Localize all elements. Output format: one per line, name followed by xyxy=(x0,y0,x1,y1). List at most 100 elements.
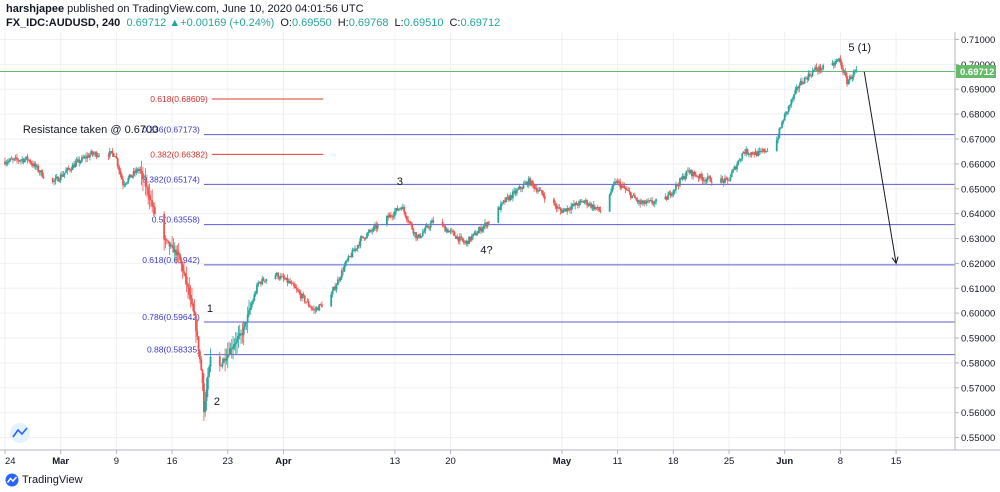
candle-body xyxy=(680,178,683,180)
tradingview-brand[interactable]: TradingView xyxy=(22,474,83,486)
candle-body xyxy=(474,232,477,236)
candle-body xyxy=(655,199,657,202)
candle-body xyxy=(673,189,676,191)
candle-body xyxy=(786,111,789,113)
candle-body xyxy=(795,87,798,90)
candle-body xyxy=(175,249,177,256)
candle-body xyxy=(681,176,684,180)
candle-body xyxy=(143,179,146,180)
candle-body xyxy=(640,202,643,204)
candle-body xyxy=(505,197,508,203)
candle-body xyxy=(710,181,713,183)
candle-body xyxy=(668,192,671,196)
candle-body xyxy=(443,225,445,227)
candle-body xyxy=(167,240,170,242)
candle-body xyxy=(801,80,803,84)
candle-body xyxy=(449,230,452,232)
candle-body xyxy=(264,280,266,282)
candle-body xyxy=(25,156,28,160)
candle-body xyxy=(127,177,130,183)
candle-body xyxy=(831,62,834,66)
time-tick-label: 13 xyxy=(390,456,401,467)
candle-body xyxy=(291,282,294,284)
candle-body xyxy=(13,158,16,160)
candle-body xyxy=(405,216,408,220)
candle-body xyxy=(562,209,565,213)
candle-body xyxy=(372,226,375,231)
publisher-name[interactable]: harshjapee xyxy=(6,3,65,15)
candle-body xyxy=(803,77,806,84)
candle-body xyxy=(180,259,183,265)
candle-body xyxy=(67,168,70,169)
candle-body xyxy=(191,298,193,304)
candle-body xyxy=(722,179,725,183)
candle-body xyxy=(514,190,517,194)
candle-body xyxy=(258,282,261,283)
time-tick-label: Jun xyxy=(776,456,793,467)
candle-body xyxy=(408,221,411,223)
candle-body xyxy=(848,76,851,81)
candle-body xyxy=(639,200,642,204)
candle-body xyxy=(624,188,627,190)
candle-body xyxy=(651,200,653,204)
candle-body xyxy=(587,205,590,206)
candle-body xyxy=(576,205,579,206)
candle-body xyxy=(344,260,347,266)
candle-body xyxy=(708,176,711,178)
price-chart[interactable]: 0.236(0.67173) 0.382(0.65174) 0.5(0.63558)… xyxy=(0,32,1000,470)
symbol-name[interactable]: FX_IDC:AUDUSD, 240 xyxy=(6,17,121,29)
candle-body xyxy=(834,62,836,66)
candle-body xyxy=(511,191,514,199)
candle-body xyxy=(416,237,419,239)
candle-body xyxy=(138,168,140,172)
candle-body xyxy=(360,236,363,239)
candle-body xyxy=(176,251,179,256)
candle-body xyxy=(599,210,602,212)
candle-body xyxy=(626,189,628,191)
candle-body xyxy=(615,181,618,183)
price-tick-label: 0.69000 xyxy=(961,85,995,96)
candle-body xyxy=(393,211,396,216)
candle-body xyxy=(134,171,136,173)
candle-body xyxy=(317,307,319,311)
candle-body xyxy=(77,159,79,161)
candle-body xyxy=(228,353,230,355)
last-price: 0.69712 xyxy=(126,17,167,29)
candle-body xyxy=(472,233,474,237)
candle-body xyxy=(204,401,207,413)
candle-body xyxy=(648,200,651,202)
candle-body xyxy=(42,176,45,179)
candle-body xyxy=(250,303,253,308)
candle-body xyxy=(275,272,278,275)
candle-body xyxy=(199,351,201,360)
candle-body xyxy=(177,251,180,255)
candle-body xyxy=(525,182,528,184)
candle-body xyxy=(311,308,314,310)
price-change: +0.00169 (+0.24%) xyxy=(180,17,275,29)
candle-body xyxy=(295,288,298,290)
candle-body xyxy=(734,166,737,170)
candle-body xyxy=(289,281,291,284)
candle-body xyxy=(529,178,532,186)
candle-body xyxy=(694,174,697,177)
price-tick-label: 0.55000 xyxy=(961,433,995,444)
candle-body xyxy=(53,180,55,182)
candle-body xyxy=(352,249,355,252)
candle-body xyxy=(478,227,481,231)
candle-body xyxy=(66,168,69,171)
candle-body xyxy=(413,232,416,234)
candle-body xyxy=(310,307,313,309)
candle-body xyxy=(810,75,813,77)
candle-body xyxy=(70,169,73,171)
candle-body xyxy=(187,283,189,288)
candle-body xyxy=(79,161,82,163)
candle-body xyxy=(740,158,742,161)
candle-body xyxy=(798,85,801,89)
candle-body xyxy=(847,80,850,85)
candle-body xyxy=(112,153,115,157)
candle-body xyxy=(37,165,40,172)
candle-body xyxy=(238,333,241,337)
candle-body xyxy=(592,204,595,210)
candle-body xyxy=(701,177,704,181)
candle-body xyxy=(14,157,17,159)
